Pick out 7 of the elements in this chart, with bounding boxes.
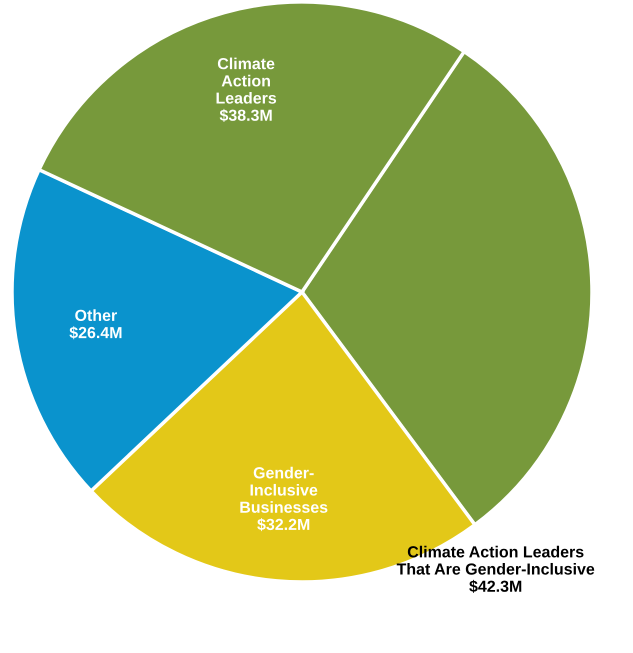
data-label: $38.3M: [220, 108, 272, 122]
data-label: $42.3M: [469, 580, 522, 593]
data-label: $32.2M: [257, 518, 310, 532]
slice-label: Other: [75, 309, 117, 322]
slice-label: Gender- Inclusive Businesses: [240, 466, 328, 513]
slice-label: Climate Action Leaders: [216, 58, 276, 104]
data-label: $26.4M: [69, 326, 122, 340]
